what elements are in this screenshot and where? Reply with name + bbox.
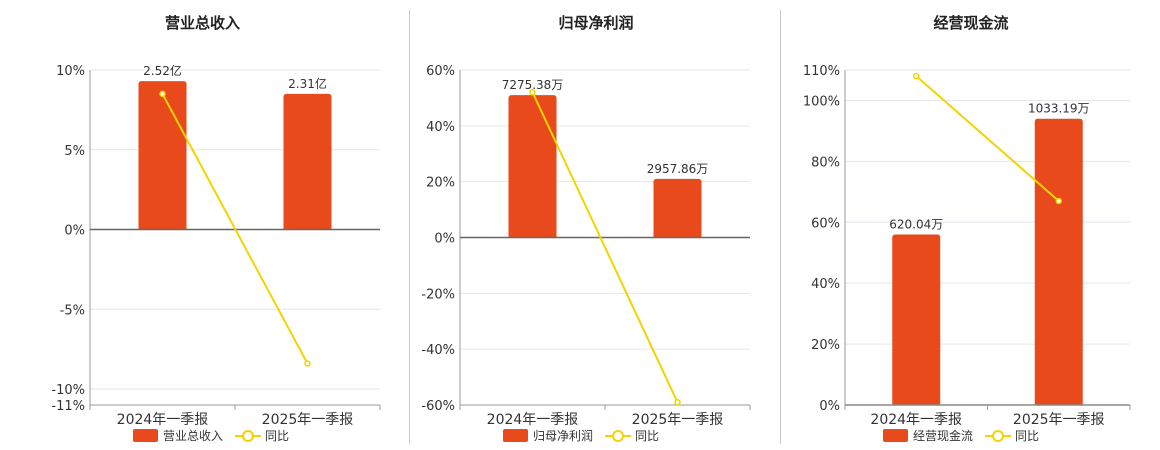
y-tick-label: -20% bbox=[421, 287, 455, 302]
y-tick-label: 10% bbox=[56, 64, 85, 79]
legend: 经营现金流 同比 bbox=[883, 427, 1039, 444]
revenue-chart: 10% 5% 0% -5% -10%-11% 2.52亿 2.31亿 2024年一季报 2025… bbox=[51, 63, 381, 428]
y-tick-label: 60% bbox=[811, 216, 840, 231]
y-tick-label: 5% bbox=[64, 144, 85, 159]
y-tick-label: 0% bbox=[434, 232, 455, 247]
y-tick-label: 0% bbox=[819, 399, 840, 414]
y-tick-label: 20% bbox=[811, 338, 840, 353]
legend-bar-swatch bbox=[883, 429, 908, 442]
legend-bar-label: 归母净利润 bbox=[533, 429, 594, 443]
legend-bar-label: 经营现金流 bbox=[913, 429, 974, 443]
bar bbox=[138, 81, 187, 230]
y-tick-label: 40% bbox=[426, 120, 455, 135]
legend-line-label: 同比 bbox=[1015, 429, 1040, 443]
x-tick-label: 2025年一季报 bbox=[262, 412, 354, 428]
legend-line-swatch bbox=[605, 429, 632, 442]
net-profit-chart: 60% 40% 20% 0% -20% -40% -60% 7275.38万 2957.86万 2… bbox=[421, 64, 751, 428]
x-tick-label: 2024年一季报 bbox=[487, 412, 579, 428]
bar-value-label: 2.52亿 bbox=[143, 63, 182, 78]
legend-bar-swatch bbox=[503, 429, 528, 442]
chart-title: 归母净利润 bbox=[558, 14, 634, 32]
y-tick-label: 110% bbox=[803, 64, 840, 79]
y-tick-label: -11% bbox=[51, 399, 85, 414]
x-tick-label: 2024年一季报 bbox=[117, 412, 209, 428]
bar-value-label: 2.31亿 bbox=[288, 76, 327, 91]
y-tick-label: -60% bbox=[421, 399, 455, 414]
revenue-chart-panel: 营业总收入 10% 5% 0% -5% -10% -11% 2.52亿 2.31亿 2024年一… bbox=[0, 0, 405, 450]
y-tick-label: 60% bbox=[426, 64, 455, 79]
legend-line-swatch bbox=[235, 429, 262, 442]
yoy-point bbox=[674, 398, 681, 406]
panel-divider bbox=[409, 10, 410, 444]
y-tick-label: -10% bbox=[51, 383, 85, 398]
bar-value-label: 7275.38万 bbox=[502, 78, 564, 92]
bar bbox=[1034, 118, 1083, 406]
legend: 归母净利润 同比 bbox=[503, 427, 659, 444]
legend: 营业总收入 同比 bbox=[133, 427, 289, 444]
bar bbox=[508, 95, 557, 238]
legend-bar-swatch bbox=[133, 429, 158, 442]
y-tick-label: 100% bbox=[803, 94, 840, 109]
legend-line-swatch bbox=[985, 429, 1012, 442]
yoy-point bbox=[529, 89, 536, 96]
chart-title: 营业总收入 bbox=[164, 14, 240, 32]
y-tick-label: -40% bbox=[421, 343, 455, 358]
bar bbox=[283, 93, 332, 230]
chart-title: 经营现金流 bbox=[933, 14, 1009, 32]
x-tick-label: 2025年一季报 bbox=[1013, 412, 1105, 428]
x-tick-label: 2024年一季报 bbox=[870, 412, 962, 428]
cash-flow-chart: 110% 100% 80% 60% 40% 20% 0% 620.04万 1033.19万 202… bbox=[803, 64, 1131, 428]
bar bbox=[892, 234, 941, 405]
bar-value-label: 2957.86万 bbox=[647, 162, 709, 176]
bar-value-label: 1033.19万 bbox=[1028, 102, 1090, 116]
legend-bar-label: 营业总收入 bbox=[163, 429, 224, 443]
bar bbox=[653, 178, 702, 238]
panel-divider bbox=[780, 10, 781, 444]
yoy-point bbox=[159, 90, 166, 98]
yoy-line bbox=[161, 93, 309, 364]
y-tick-label: 20% bbox=[426, 176, 455, 191]
yoy-point bbox=[304, 360, 311, 367]
yoy-point bbox=[913, 72, 920, 80]
net-profit-chart-panel: 归母净利润 60% 40% 20% 0% -20% -40% -60% 7275.38万 295… bbox=[411, 0, 781, 450]
y-tick-label: 40% bbox=[811, 277, 840, 292]
bar-value-label: 620.04万 bbox=[889, 217, 943, 231]
y-tick-label: 80% bbox=[811, 155, 840, 170]
yoy-line bbox=[531, 91, 679, 403]
y-tick-label: -5% bbox=[60, 303, 85, 318]
x-tick-label: 2025年一季报 bbox=[632, 412, 724, 428]
yoy-point bbox=[1055, 197, 1062, 205]
legend-line-label: 同比 bbox=[265, 429, 290, 443]
cash-flow-chart-panel: 经营现金流 110% 100% 80% 60% 40% 20% 0% 620.04万 1033.… bbox=[782, 0, 1160, 450]
legend-line-label: 同比 bbox=[635, 429, 660, 443]
yoy-line bbox=[915, 75, 1060, 202]
y-tick-label: 0% bbox=[64, 224, 85, 239]
